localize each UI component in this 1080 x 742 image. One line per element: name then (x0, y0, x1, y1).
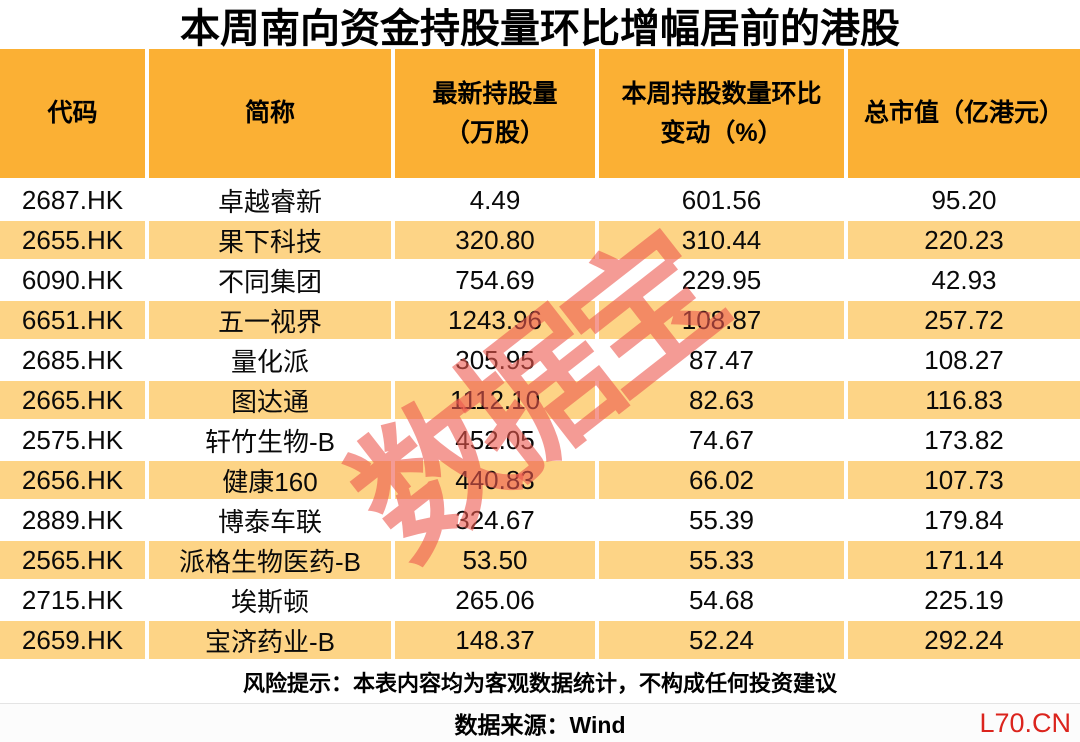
cell-name: 宝济药业-B (149, 620, 391, 660)
cell-name: 派格生物医药-B (149, 540, 391, 580)
data-source-text: 数据来源：Wind (454, 712, 626, 738)
cell-holding: 1112.10 (395, 380, 595, 420)
page-title: 本周南向资金持股量环比增幅居前的港股 (180, 6, 900, 51)
header-cell-marketcap: 总市值（亿港元） (848, 49, 1080, 178)
cell-change: 601.56 (599, 180, 844, 220)
cell-code: 2665.HK (0, 380, 145, 420)
cell-marketcap: 108.27 (848, 340, 1080, 380)
cell-marketcap: 171.14 (848, 540, 1080, 580)
cell-code: 2685.HK (0, 340, 145, 380)
cell-change: 74.67 (599, 420, 844, 460)
cell-change: 82.63 (599, 380, 844, 420)
table-row: 2575.HK 轩竹生物-B 452.05 74.67 173.82 (0, 420, 1080, 460)
header-cell-name: 简称 (149, 49, 391, 178)
cell-name: 不同集团 (149, 260, 391, 300)
header-line: 本周持股数量环比 (621, 79, 822, 108)
holdings-table: 代码 简称 最新持股量 （万股） 本周持股数量环比 变动（%） 总市值（亿港元） 2687.… (0, 49, 1080, 660)
footer-band: 数据来源：Wind L70.CN (0, 703, 1080, 742)
cell-name: 埃斯顿 (149, 580, 391, 620)
cell-code: 2687.HK (0, 180, 145, 220)
cell-name: 五一视界 (149, 300, 391, 340)
cell-code: 2655.HK (0, 220, 145, 260)
cell-marketcap: 116.83 (848, 380, 1080, 420)
cell-marketcap: 95.20 (848, 180, 1080, 220)
header-line: 最新持股量 (432, 79, 558, 108)
table-row: 2685.HK 量化派 305.95 87.47 108.27 (0, 340, 1080, 380)
cell-name: 轩竹生物-B (149, 420, 391, 460)
cell-marketcap: 220.23 (848, 220, 1080, 260)
cell-name: 卓越睿新 (149, 180, 391, 220)
cell-code: 2565.HK (0, 540, 145, 580)
header-line: （万股） (444, 118, 545, 147)
header-line: 总市值（亿港元） (863, 99, 1064, 128)
cell-name: 量化派 (149, 340, 391, 380)
cell-change: 54.68 (599, 580, 844, 620)
table-header: 代码 简称 最新持股量 （万股） 本周持股数量环比 变动（%） 总市值（亿港元） (0, 49, 1080, 178)
cell-change: 66.02 (599, 460, 844, 500)
cell-marketcap: 42.93 (848, 260, 1080, 300)
table-row: 2565.HK 派格生物医药-B 53.50 55.33 171.14 (0, 540, 1080, 580)
disclaimer-text: 风险提示：本表内容均为客观数据统计，不构成任何投资建议 (0, 660, 1080, 703)
cell-change: 229.95 (599, 260, 844, 300)
cell-code: 6651.HK (0, 300, 145, 340)
cell-name: 健康160 (149, 460, 391, 500)
cell-code: 6090.HK (0, 260, 145, 300)
table-row: 2715.HK 埃斯顿 265.06 54.68 225.19 (0, 580, 1080, 620)
cell-holding: 324.67 (395, 500, 595, 540)
cell-marketcap: 257.72 (848, 300, 1080, 340)
header-cell-change: 本周持股数量环比 变动（%） (599, 49, 844, 178)
cell-holding: 754.69 (395, 260, 595, 300)
header-line: 简称 (244, 99, 295, 128)
cell-change: 55.33 (599, 540, 844, 580)
table-row: 2665.HK 图达通 1112.10 82.63 116.83 (0, 380, 1080, 420)
header-cell-code: 代码 (0, 49, 145, 178)
cell-holding: 148.37 (395, 620, 595, 660)
cell-marketcap: 179.84 (848, 500, 1080, 540)
table-row: 2656.HK 健康160 440.83 66.02 107.73 (0, 460, 1080, 500)
cell-marketcap: 225.19 (848, 580, 1080, 620)
header-cell-holding: 最新持股量 （万股） (395, 49, 595, 178)
cell-code: 2715.HK (0, 580, 145, 620)
table-row: 2687.HK 卓越睿新 4.49 601.56 95.20 (0, 180, 1080, 220)
cell-change: 87.47 (599, 340, 844, 380)
cell-name: 博泰车联 (149, 500, 391, 540)
cell-code: 2889.HK (0, 500, 145, 540)
cell-holding: 265.06 (395, 580, 595, 620)
cell-name: 果下科技 (149, 220, 391, 260)
cell-holding: 305.95 (395, 340, 595, 380)
cell-change: 52.24 (599, 620, 844, 660)
table-row: 2655.HK 果下科技 320.80 310.44 220.23 (0, 220, 1080, 260)
table-body: 2687.HK 卓越睿新 4.49 601.56 95.20 2655.HK 果下科技 320… (0, 180, 1080, 660)
table-row: 2889.HK 博泰车联 324.67 55.39 179.84 (0, 500, 1080, 540)
cell-holding: 320.80 (395, 220, 595, 260)
table-row: 6090.HK 不同集团 754.69 229.95 42.93 (0, 260, 1080, 300)
cell-holding: 53.50 (395, 540, 595, 580)
table-row: 2659.HK 宝济药业-B 148.37 52.24 292.24 (0, 620, 1080, 660)
cell-marketcap: 107.73 (848, 460, 1080, 500)
cell-holding: 452.05 (395, 420, 595, 460)
cell-holding: 1243.96 (395, 300, 595, 340)
table-row: 6651.HK 五一视界 1243.96 108.87 257.72 (0, 300, 1080, 340)
cell-code: 2659.HK (0, 620, 145, 660)
header-line: 变动（%） (660, 118, 783, 147)
cell-marketcap: 292.24 (848, 620, 1080, 660)
cell-holding: 440.83 (395, 460, 595, 500)
cell-change: 55.39 (599, 500, 844, 540)
cell-change: 108.87 (599, 300, 844, 340)
cell-name: 图达通 (149, 380, 391, 420)
cell-marketcap: 173.82 (848, 420, 1080, 460)
cell-change: 310.44 (599, 220, 844, 260)
cell-code: 2575.HK (0, 420, 145, 460)
cell-holding: 4.49 (395, 180, 595, 220)
brand-label: L70.CN (979, 707, 1071, 738)
header-line: 代码 (47, 99, 98, 128)
cell-code: 2656.HK (0, 460, 145, 500)
